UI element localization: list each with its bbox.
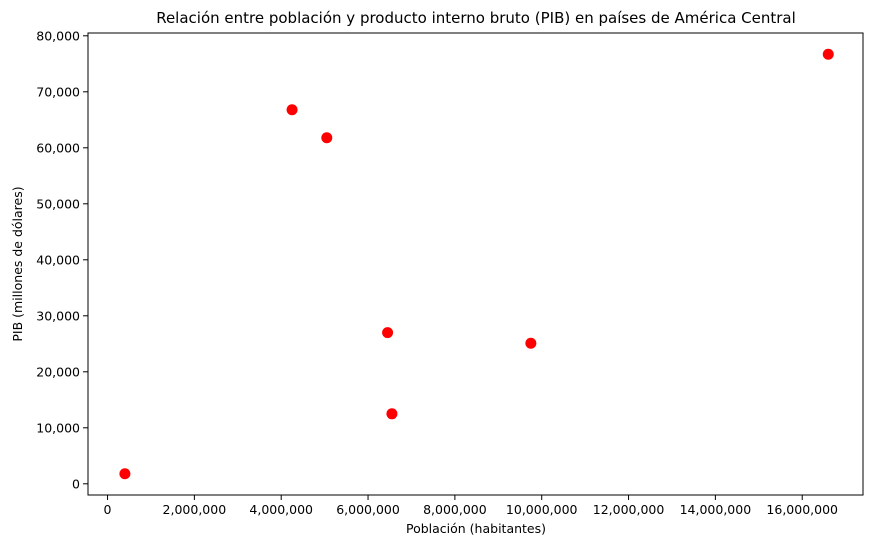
x-tick-label: 14,000,000 — [680, 502, 752, 517]
x-tick-label: 4,000,000 — [249, 502, 313, 517]
y-axis: 0 10,000 20,000 30,000 40,000 50,000 60,000 70,… — [36, 28, 88, 491]
y-tick-label: 80,000 — [36, 28, 80, 43]
x-axis: 0 2,000,000 4,000,000 6,000,000 8,000,000 10,… — [104, 495, 838, 517]
data-point — [525, 337, 537, 349]
data-point — [286, 104, 298, 116]
y-tick-label: 30,000 — [36, 308, 80, 323]
x-tick-label: 8,000,000 — [423, 502, 487, 517]
x-tick-label: 2,000,000 — [163, 502, 227, 517]
y-tick-label: 0 — [72, 476, 80, 491]
x-tick-label: 0 — [104, 502, 112, 517]
x-axis-label: Población (habitantes) — [406, 521, 546, 536]
chart-title: Relación entre población y producto inte… — [156, 9, 796, 27]
x-tick-label: 10,000,000 — [506, 502, 578, 517]
y-tick-label: 10,000 — [36, 420, 80, 435]
y-tick-label: 70,000 — [36, 84, 80, 99]
x-tick-label: 6,000,000 — [336, 502, 400, 517]
data-points — [119, 48, 834, 480]
x-tick-label: 16,000,000 — [766, 502, 838, 517]
data-point — [822, 48, 834, 60]
plot-frame — [87, 32, 864, 496]
data-point — [386, 408, 398, 420]
x-tick-label: 12,000,000 — [593, 502, 665, 517]
y-tick-label: 50,000 — [36, 196, 80, 211]
data-point — [382, 327, 394, 339]
y-tick-label: 20,000 — [36, 364, 80, 379]
y-axis-label: PIB (millones de dólares) — [10, 186, 25, 341]
y-tick-label: 40,000 — [36, 252, 80, 267]
data-point — [321, 132, 333, 144]
data-point — [119, 468, 131, 480]
y-tick-label: 60,000 — [36, 140, 80, 155]
